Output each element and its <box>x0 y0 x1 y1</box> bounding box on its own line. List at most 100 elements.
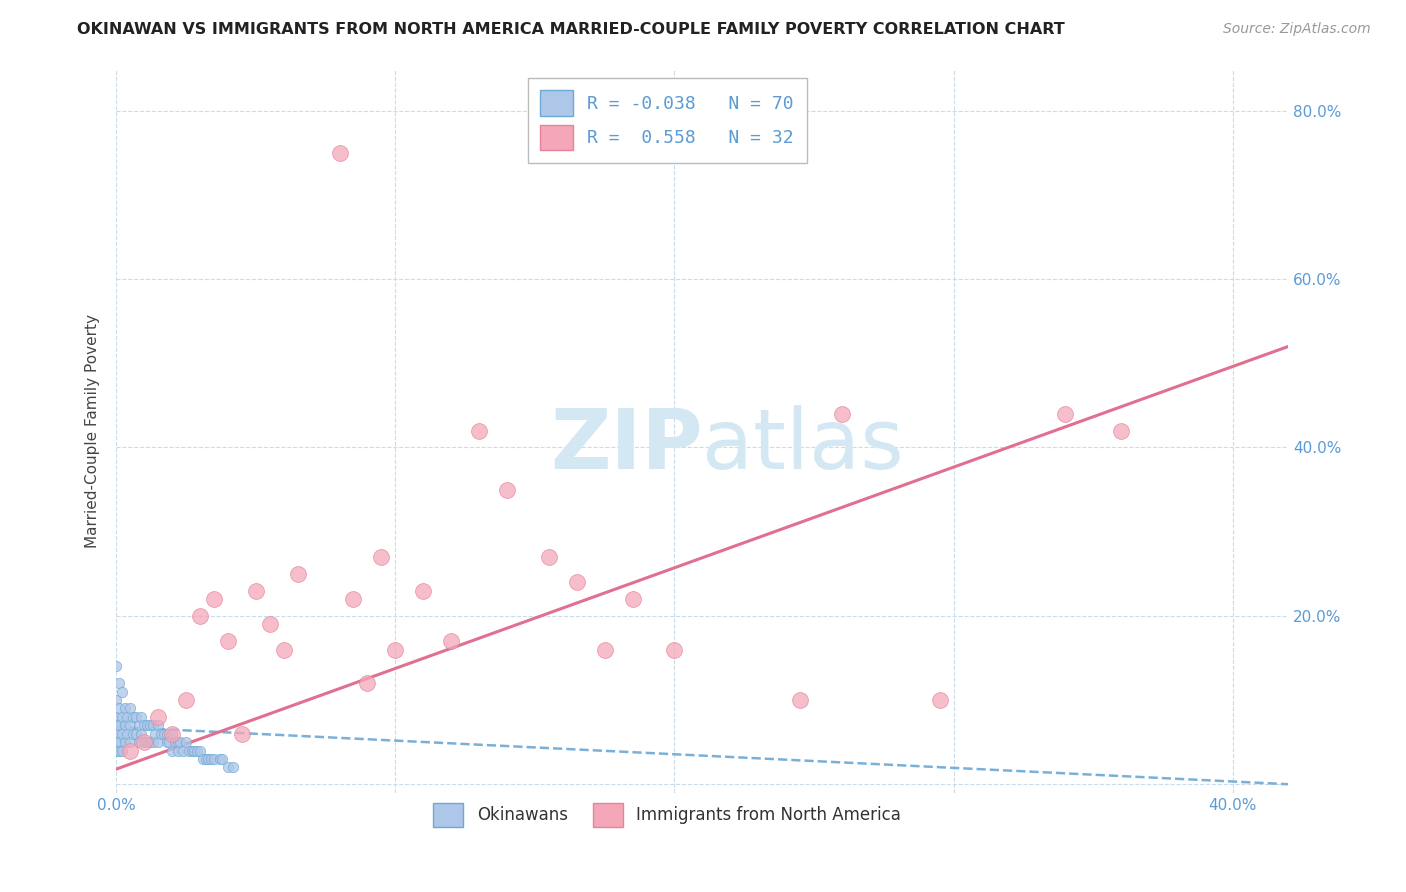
Point <box>117 710 139 724</box>
Point <box>197 752 219 766</box>
Point <box>120 735 142 749</box>
Point <box>108 743 131 757</box>
Point <box>191 752 214 766</box>
Point <box>136 735 159 749</box>
Point <box>180 743 202 757</box>
Point <box>202 592 225 607</box>
Point <box>142 735 165 749</box>
Point <box>160 743 183 757</box>
Point <box>111 727 134 741</box>
Point <box>134 735 156 749</box>
Point <box>160 727 183 741</box>
Point <box>125 710 148 724</box>
Point <box>111 684 134 698</box>
Text: atlas: atlas <box>703 405 904 485</box>
Point <box>273 642 295 657</box>
Point <box>183 743 205 757</box>
Point <box>174 693 197 707</box>
Point <box>245 583 267 598</box>
Point <box>621 592 644 607</box>
Legend: Okinawans, Immigrants from North America: Okinawans, Immigrants from North America <box>425 795 910 835</box>
Point <box>1054 407 1077 421</box>
Point <box>157 735 180 749</box>
Point <box>131 710 153 724</box>
Point <box>211 752 233 766</box>
Point <box>105 735 128 749</box>
Point <box>200 752 222 766</box>
Point <box>114 735 136 749</box>
Point <box>496 483 519 497</box>
Point <box>152 727 174 741</box>
Point <box>105 743 128 757</box>
Point <box>143 727 166 741</box>
Point <box>108 718 131 732</box>
Point <box>664 642 686 657</box>
Y-axis label: Married-Couple Family Poverty: Married-Couple Family Poverty <box>86 314 100 548</box>
Point <box>287 566 309 581</box>
Point <box>342 592 364 607</box>
Point <box>208 752 231 766</box>
Point <box>259 617 281 632</box>
Point <box>468 424 491 438</box>
Text: Source: ZipAtlas.com: Source: ZipAtlas.com <box>1223 22 1371 37</box>
Point <box>160 727 183 741</box>
Point <box>188 743 211 757</box>
Point <box>172 743 194 757</box>
Point <box>370 549 392 564</box>
Point <box>114 718 136 732</box>
Point <box>217 634 239 648</box>
Point <box>128 735 150 749</box>
Point <box>146 735 169 749</box>
Point <box>105 710 128 724</box>
Point <box>108 701 131 715</box>
Point <box>139 718 162 732</box>
Point <box>105 659 128 673</box>
Point <box>136 718 159 732</box>
Point <box>111 710 134 724</box>
Point <box>166 743 188 757</box>
Point <box>128 718 150 732</box>
Point <box>146 710 169 724</box>
Point <box>105 693 128 707</box>
Point <box>120 701 142 715</box>
Point <box>194 752 217 766</box>
Point <box>1109 424 1132 438</box>
Point <box>111 743 134 757</box>
Point <box>565 575 588 590</box>
Point <box>831 407 853 421</box>
Point <box>134 735 156 749</box>
Point <box>120 743 142 757</box>
Point <box>202 752 225 766</box>
Point <box>186 743 208 757</box>
Point <box>328 145 350 160</box>
Point <box>105 727 128 741</box>
Text: OKINAWAN VS IMMIGRANTS FROM NORTH AMERICA MARRIED-COUPLE FAMILY POVERTY CORRELAT: OKINAWAN VS IMMIGRANTS FROM NORTH AMERIC… <box>77 22 1066 37</box>
Point <box>131 727 153 741</box>
Point <box>108 676 131 690</box>
Point <box>139 735 162 749</box>
Text: ZIP: ZIP <box>550 405 703 485</box>
Point <box>384 642 406 657</box>
Point <box>222 760 245 774</box>
Point <box>440 634 463 648</box>
Point <box>120 718 142 732</box>
Point <box>177 743 200 757</box>
Point <box>149 727 172 741</box>
Point <box>146 718 169 732</box>
Point <box>217 760 239 774</box>
Point <box>114 701 136 715</box>
Point <box>188 608 211 623</box>
Point <box>155 727 177 741</box>
Point <box>122 710 145 724</box>
Point <box>125 727 148 741</box>
Point <box>134 718 156 732</box>
Point <box>174 735 197 749</box>
Point <box>166 735 188 749</box>
Point <box>412 583 434 598</box>
Point <box>356 676 378 690</box>
Point <box>169 735 191 749</box>
Point <box>163 735 186 749</box>
Point <box>928 693 950 707</box>
Point <box>155 735 177 749</box>
Point <box>122 727 145 741</box>
